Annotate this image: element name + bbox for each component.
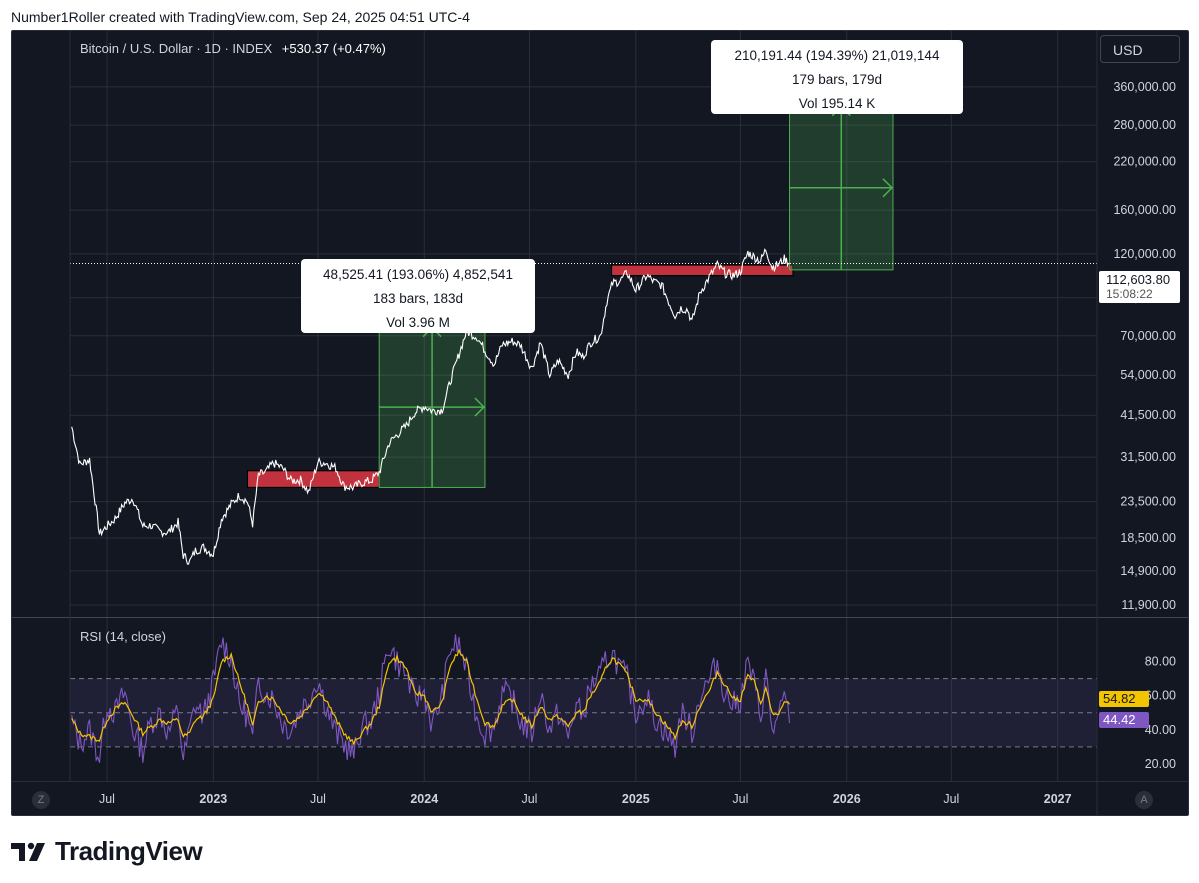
price-chart-svg[interactable]: 80.00 60.00 40.00 20.00 360,000.00 280,000.0… bbox=[12, 31, 1188, 815]
rsi-ma-tag: 54.82 bbox=[1099, 691, 1149, 707]
resistance-zone bbox=[610, 264, 794, 277]
tradingview-logo[interactable]: TradingView bbox=[11, 836, 203, 867]
x-tick-label: 2027 bbox=[1044, 792, 1072, 806]
last-price-value: 112,603.80 bbox=[1106, 272, 1171, 287]
x-tick-label: 2024 bbox=[410, 792, 438, 806]
x-tick-label: 2026 bbox=[833, 792, 861, 806]
last-price-tag: 112,603.80 15:08:22 bbox=[1099, 271, 1180, 303]
y-tick-label: 23,500.00 bbox=[1120, 495, 1176, 509]
x-tick-label: Jul bbox=[310, 792, 326, 806]
rsi-line bbox=[71, 634, 791, 763]
projection-arrow-head-right bbox=[882, 178, 894, 198]
rsi-tick-label: 40.00 bbox=[1145, 723, 1176, 737]
measure-2-volume: Vol 195.14 K bbox=[798, 96, 876, 111]
projection-arrow-head-right bbox=[474, 397, 486, 417]
tradingview-logo-icon bbox=[11, 842, 45, 861]
measure-tooltip-2: 210,191.44 (194.39%) 21,019,144 179 bars… bbox=[711, 40, 963, 114]
y-tick-label: 31,500.00 bbox=[1120, 450, 1176, 464]
y-tick-label: 41,500.00 bbox=[1120, 408, 1176, 422]
tradingview-logo-text: TradingView bbox=[55, 836, 203, 866]
price-line bbox=[71, 248, 790, 565]
x-tick-label: Jul bbox=[99, 792, 115, 806]
rsi-ma-line bbox=[71, 648, 790, 746]
x-tick-label: Jul bbox=[732, 792, 748, 806]
y-tick-label: 360,000.00 bbox=[1113, 80, 1176, 94]
measure-1-change: 48,525.41 (193.06%) 4,852,541 bbox=[323, 267, 513, 282]
measure-2-change: 210,191.44 (194.39%) 21,019,144 bbox=[734, 48, 940, 63]
y-tick-label: 18,500.00 bbox=[1120, 531, 1176, 545]
rsi-tick-label: 60.00 bbox=[1145, 689, 1176, 703]
currency-button[interactable]: USD bbox=[1100, 35, 1180, 63]
measure-1-bars: 183 bars, 183d bbox=[372, 291, 464, 306]
y-tick-label: 120,000.00 bbox=[1113, 247, 1176, 261]
measure-tooltip-1: 48,525.41 (193.06%) 4,852,541 183 bars, … bbox=[301, 259, 535, 333]
rsi-tick-label: 20.00 bbox=[1145, 757, 1176, 771]
y-tick-label: 70,000.00 bbox=[1120, 329, 1176, 343]
auto-scale-button[interactable]: A bbox=[1135, 791, 1153, 809]
y-tick-label: 280,000.00 bbox=[1113, 118, 1176, 132]
y-tick-label: 14,900.00 bbox=[1120, 564, 1176, 578]
y-tick-label: 11,900.00 bbox=[1121, 598, 1176, 612]
rsi-tick-label: 80.00 bbox=[1145, 655, 1176, 669]
x-tick-label: Jul bbox=[521, 792, 537, 806]
chart-panel[interactable]: 80.00 60.00 40.00 20.00 360,000.00 280,000.0… bbox=[11, 30, 1189, 816]
x-tick-label: 2023 bbox=[199, 792, 227, 806]
bar-countdown: 15:08:22 bbox=[1106, 287, 1153, 301]
price-change: +530.37 (+0.47%) bbox=[281, 41, 386, 56]
rsi-legend[interactable]: RSI (14, close) bbox=[80, 629, 166, 644]
y-tick-label: 160,000.00 bbox=[1113, 203, 1176, 217]
rsi-value-tag: 44.42 bbox=[1099, 712, 1149, 728]
measure-2-bars: 179 bars, 179d bbox=[791, 72, 883, 87]
chart-caption: Number1Roller created with TradingView.c… bbox=[11, 9, 470, 25]
y-tick-label: 220,000.00 bbox=[1113, 155, 1176, 169]
x-tick-label: 2025 bbox=[622, 792, 650, 806]
x-tick-label: Jul bbox=[943, 792, 959, 806]
measure-1-volume: Vol 3.96 M bbox=[386, 315, 450, 330]
symbol-legend[interactable]: Bitcoin / U.S. Dollar · 1D · INDEX +530.… bbox=[80, 41, 386, 56]
zoom-button[interactable]: Z bbox=[32, 791, 50, 809]
y-tick-label: 54,000.00 bbox=[1120, 368, 1176, 382]
symbol-title: Bitcoin / U.S. Dollar · 1D · INDEX bbox=[80, 41, 273, 56]
